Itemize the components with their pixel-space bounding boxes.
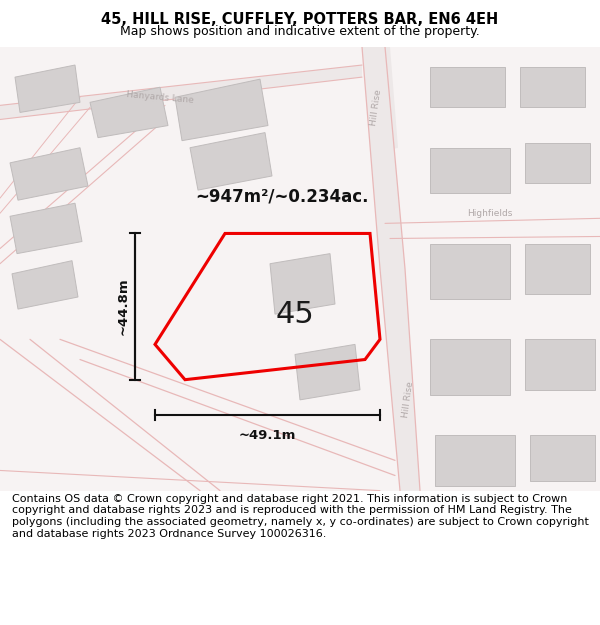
Polygon shape [520,67,585,108]
Polygon shape [12,261,78,309]
Text: ~44.8m: ~44.8m [116,278,130,336]
Polygon shape [435,435,515,486]
Text: ~947m²/~0.234ac.: ~947m²/~0.234ac. [195,187,368,205]
Polygon shape [430,67,505,108]
Polygon shape [295,344,360,400]
Polygon shape [15,65,80,112]
Text: 45, HILL RISE, CUFFLEY, POTTERS BAR, EN6 4EH: 45, HILL RISE, CUFFLEY, POTTERS BAR, EN6… [101,12,499,27]
Polygon shape [430,339,510,395]
Text: Hill Rise: Hill Rise [401,381,415,419]
Polygon shape [90,88,168,138]
Polygon shape [530,435,595,481]
Polygon shape [0,65,362,119]
Polygon shape [430,244,510,299]
Text: Highfields: Highfields [467,209,512,217]
Polygon shape [270,254,335,314]
Polygon shape [10,203,82,254]
Text: Hill Rise: Hill Rise [369,89,383,126]
Polygon shape [362,47,420,491]
Polygon shape [362,47,398,152]
Text: ~49.1m: ~49.1m [239,429,296,442]
Polygon shape [175,79,268,141]
Polygon shape [10,148,88,200]
Polygon shape [525,244,590,294]
Polygon shape [525,339,595,390]
Text: 45: 45 [275,299,314,329]
Text: Map shows position and indicative extent of the property.: Map shows position and indicative extent… [120,26,480,39]
Text: Contains OS data © Crown copyright and database right 2021. This information is : Contains OS data © Crown copyright and d… [12,494,589,539]
Polygon shape [190,132,272,190]
Text: Hanyards Lane: Hanyards Lane [126,90,194,105]
Polygon shape [430,148,510,193]
Polygon shape [525,142,590,183]
